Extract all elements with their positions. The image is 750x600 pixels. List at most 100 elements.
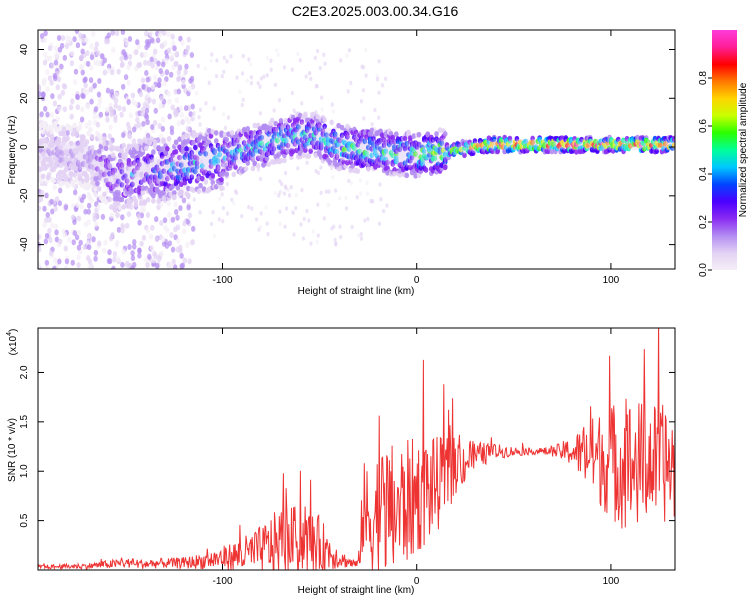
spectrogram-cell [322, 123, 327, 130]
spectrogram-cell [103, 199, 109, 205]
spectrogram-cell [74, 176, 79, 183]
spectrogram-cell [180, 39, 185, 46]
spectrogram-cell [166, 90, 172, 97]
spectrogram-cell [126, 143, 132, 150]
spectrogram-cell [142, 102, 148, 109]
spectrogram-cell [87, 258, 93, 265]
spectrogram-cell [52, 265, 57, 269]
spectrogram-cell [116, 226, 122, 233]
spectrogram-cell [62, 54, 68, 61]
spectrogram-cell [113, 116, 118, 123]
spectrogram-cell [135, 39, 140, 46]
spectrogram-cell [143, 256, 149, 263]
spectrogram-cell [136, 62, 141, 69]
spectrogram-cell [217, 146, 223, 153]
spectrogram-cell [366, 216, 370, 222]
spectrogram-cell [121, 248, 126, 255]
spectrogram-x-tick-label: 100 [603, 275, 620, 286]
spectrogram-cell [315, 140, 320, 147]
spectrogram-cell [72, 230, 78, 237]
spectrogram-cell [175, 224, 181, 231]
spectrogram-cell [151, 198, 156, 204]
spectrogram-cell [92, 212, 98, 219]
spectrogram-cell [259, 211, 263, 216]
spectrogram-cell [121, 132, 126, 139]
spectrogram-cell [379, 197, 383, 202]
spectrogram-cell [137, 219, 142, 226]
spectrogram-cell [79, 203, 84, 210]
spectrogram-cell [320, 107, 324, 112]
spectrogram-cell [222, 131, 228, 138]
spectrogram-cell [156, 178, 161, 185]
spectrogram-cell [72, 218, 77, 225]
spectrogram-cell [222, 155, 228, 161]
spectrogram-cell [319, 165, 323, 170]
spectrogram-cell [172, 264, 178, 269]
colorbar-tick-label: 0.0 [698, 263, 709, 277]
spectrogram-cell [385, 203, 389, 208]
spectrogram-cell [160, 125, 166, 132]
spectrogram-cell [135, 145, 140, 151]
spectrogram-cell [166, 47, 172, 54]
spectrogram-cell [75, 146, 81, 152]
spectrogram-cell [61, 131, 67, 138]
spectrogram-cell [364, 47, 368, 53]
spectrogram-cell [56, 136, 62, 143]
spectrogram-cell [308, 70, 312, 76]
spectrogram-cell [63, 148, 69, 155]
spectrogram-cell [64, 43, 70, 50]
spectrogram-cell [112, 206, 118, 213]
spectrogram-cell [192, 111, 196, 116]
spectrogram-cell [145, 119, 150, 126]
spectrogram-cell [318, 143, 324, 149]
spectrogram-cell [86, 191, 91, 198]
spectrogram-cell [93, 186, 98, 192]
spectrogram-cell [196, 63, 200, 69]
spectrogram-cell [350, 224, 354, 230]
spectrogram-cell [380, 83, 385, 88]
spectrogram-cell [127, 125, 132, 132]
spectrogram-cell [70, 214, 76, 221]
spectrogram-cell [268, 126, 273, 133]
spectrogram-cell [175, 184, 181, 191]
spectrogram-cell [186, 118, 192, 125]
spectrogram-cell [189, 150, 195, 156]
spectrogram-cell [201, 186, 207, 192]
spectrogram-cell [292, 232, 296, 237]
spectrogram-cell [145, 166, 151, 173]
spectrogram-cell [278, 221, 282, 227]
spectrogram-cell [156, 144, 161, 151]
spectrogram-cell [182, 167, 188, 173]
spectrogram-cell [102, 57, 107, 64]
spectrogram-cell [123, 74, 129, 81]
spectrogram-cell [373, 107, 377, 113]
spectrogram-cell [58, 174, 64, 181]
spectrogram-cell [259, 140, 265, 147]
spectrogram-cell [183, 105, 189, 112]
spectrogram-cell [120, 227, 125, 234]
spectrogram-cell [128, 112, 134, 119]
spectrogram-cell [148, 30, 154, 37]
spectrogram-halo [72, 141, 77, 170]
spectrogram-cell [121, 49, 126, 56]
spectrogram-cell [47, 161, 53, 168]
spectrogram-cell [102, 171, 107, 178]
spectrogram-cell [131, 168, 137, 174]
spectrogram-cell [287, 193, 292, 198]
spectrogram-cell [283, 117, 289, 124]
spectrogram-cell [240, 213, 244, 219]
spectrogram-cell [186, 138, 191, 144]
spectrogram-cell [185, 241, 190, 248]
spectrogram-cell [375, 76, 379, 82]
spectrogram-cell [173, 149, 179, 155]
spectrogram-cell [89, 54, 95, 61]
snr-x-axis-label: Height of straight line (km) [298, 585, 415, 596]
spectrogram-cell [174, 50, 179, 57]
spectrogram-cell [45, 86, 50, 93]
spectrogram-cell [186, 193, 191, 200]
spectrogram-cell [164, 69, 170, 76]
spectrogram-cell [250, 156, 256, 163]
spectrogram-cell [70, 152, 76, 159]
spectrogram-cell [248, 130, 254, 136]
spectrogram-cell [87, 120, 93, 127]
